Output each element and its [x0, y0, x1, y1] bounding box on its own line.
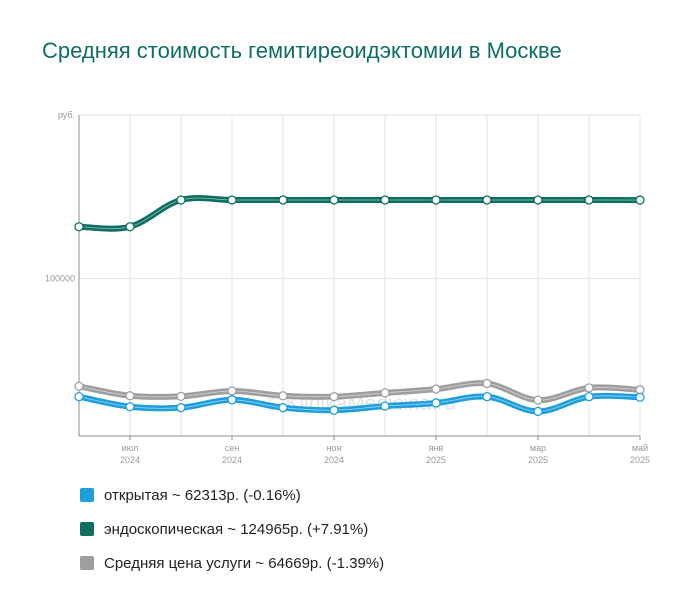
x-tick-month: май — [632, 443, 648, 453]
x-tick-year: 2024 — [222, 455, 242, 465]
data-point — [431, 384, 441, 394]
data-point — [74, 381, 84, 391]
data-point — [227, 195, 237, 205]
data-point — [176, 391, 186, 401]
legend-label-endoscopic: эндоскопическая ~ 124965р. (+7.91%) — [104, 520, 369, 538]
data-point — [125, 391, 135, 401]
legend-swatch-average — [80, 556, 94, 570]
x-tick-month: июл — [122, 443, 139, 453]
legend-swatch-endoscopic — [80, 522, 94, 536]
legend-item-endoscopic[interactable]: эндоскопическая ~ 124965р. (+7.91%) — [80, 518, 384, 540]
data-point — [584, 195, 594, 205]
data-point — [227, 395, 237, 405]
data-point — [176, 403, 186, 413]
series-line — [76, 195, 643, 232]
data-point — [278, 391, 288, 401]
data-point — [329, 392, 339, 402]
data-point — [482, 392, 492, 402]
data-point — [533, 406, 543, 417]
data-point — [482, 195, 492, 205]
data-point — [125, 402, 135, 412]
data-point — [176, 195, 186, 205]
legend-swatch-open — [80, 488, 94, 502]
series-0 — [74, 392, 645, 417]
x-tick-year: 2024 — [120, 455, 140, 465]
x-tick-year: 2025 — [630, 455, 650, 465]
x-tick-month: янв — [429, 443, 444, 453]
x-tick-year: 2025 — [528, 455, 548, 465]
x-tick-month: мар — [530, 443, 546, 453]
data-point — [74, 392, 84, 402]
data-point — [635, 195, 645, 205]
legend-label-average: Средняя цена услуги ~ 64669р. (-1.39%) — [104, 554, 385, 572]
data-point — [380, 401, 390, 411]
data-point — [584, 383, 594, 393]
data-point — [533, 195, 543, 205]
data-point — [482, 378, 492, 389]
data-point — [380, 388, 390, 398]
data-point — [227, 386, 237, 396]
data-point — [329, 195, 339, 205]
y-unit-label: руб. — [58, 110, 75, 120]
legend: открытая ~ 62313р. (-0.16%) эндоскопичес… — [80, 484, 384, 586]
data-point — [635, 392, 645, 402]
data-point — [380, 195, 390, 205]
y-tick-label: 100000 — [45, 274, 75, 284]
data-point — [125, 222, 135, 232]
data-point — [329, 405, 339, 415]
series-1 — [74, 195, 645, 232]
legend-label-open: открытая ~ 62313р. (-0.16%) — [104, 486, 301, 504]
x-tick-month: ноя — [327, 443, 342, 453]
data-point — [533, 395, 543, 405]
chart-title: Средняя стоимость гемитиреоидэктомии в М… — [42, 38, 562, 63]
data-point — [431, 195, 441, 205]
series-2 — [74, 378, 645, 405]
data-point — [74, 222, 84, 232]
legend-item-average[interactable]: Средняя цена услуги ~ 64669р. (-1.39%) — [80, 552, 384, 574]
series-layer — [74, 195, 645, 417]
data-point — [584, 392, 594, 402]
data-point — [278, 403, 288, 413]
x-tick-month: сен — [225, 443, 240, 453]
legend-item-open[interactable]: открытая ~ 62313р. (-0.16%) — [80, 484, 384, 506]
x-tick-year: 2024 — [324, 455, 344, 465]
axis-labels: 100000 руб. июл 2024 сен 2024 ноя 2024 янв 2025 ма… — [45, 110, 650, 465]
grid — [79, 114, 641, 436]
data-point — [431, 398, 441, 408]
x-tick-year: 2025 — [426, 455, 446, 465]
data-point — [278, 195, 288, 205]
